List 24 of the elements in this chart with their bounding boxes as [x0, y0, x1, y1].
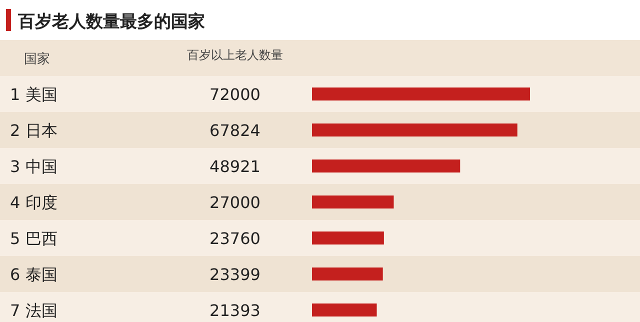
data-label: 23399 [210, 265, 260, 284]
x-axis-title: 百岁以上老人数量 [187, 48, 283, 62]
bar [312, 232, 384, 244]
bar [312, 196, 394, 208]
y-tick-label: 1 美国 [10, 85, 58, 104]
bar [312, 304, 377, 316]
bar [312, 124, 518, 136]
y-tick-label: 5 巴西 [10, 229, 58, 248]
data-label: 27000 [210, 193, 260, 212]
bar [312, 88, 530, 100]
text: 百岁老人数量最多的国家 [17, 12, 205, 32]
y-tick-label: 7 法国 [10, 301, 58, 320]
y-axis-title: 国家 [24, 51, 50, 67]
bar [312, 160, 460, 172]
data-label: 21393 [210, 301, 260, 320]
y-tick-label: 6 泰国 [10, 265, 58, 284]
data-label: 23760 [210, 229, 260, 248]
y-tick-label: 4 印度 [10, 193, 58, 212]
data-label: 67824 [210, 121, 260, 140]
data-label: 72000 [210, 85, 260, 104]
y-tick-label: 3 中国 [10, 157, 58, 176]
bar [312, 268, 383, 280]
y-tick-label: 2 日本 [10, 121, 58, 140]
data-label: 48921 [210, 157, 260, 176]
